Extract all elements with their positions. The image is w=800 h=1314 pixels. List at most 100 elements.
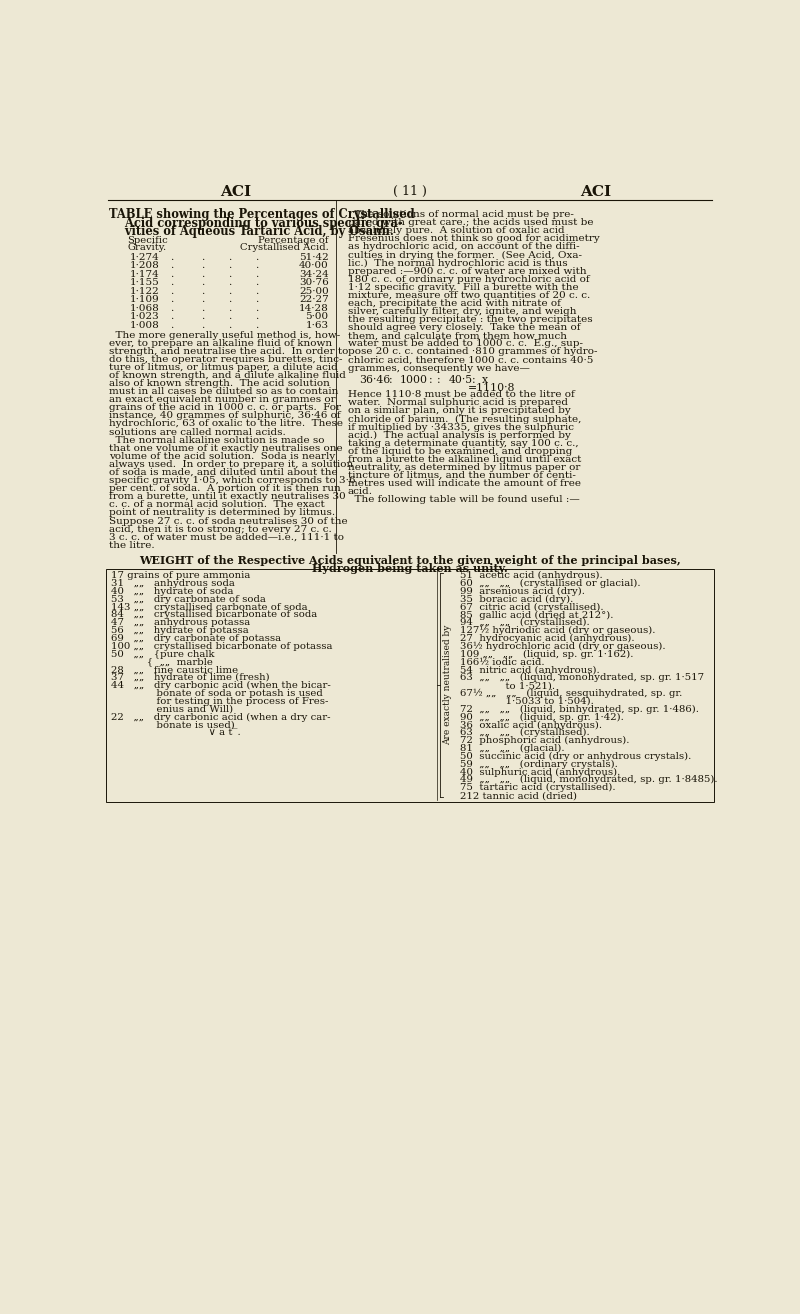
- Text: .: .: [170, 252, 173, 261]
- Text: .: .: [201, 296, 204, 304]
- Text: .: .: [228, 261, 231, 271]
- Text: of soda is made, and diluted until about the: of soda is made, and diluted until about…: [110, 468, 338, 477]
- Text: 40·5: 40·5: [449, 374, 473, 385]
- Text: .: .: [201, 261, 204, 271]
- Text: 1·155: 1·155: [130, 279, 159, 288]
- Text: 81  „„   „„   (glacial).: 81 „„ „„ (glacial).: [460, 744, 565, 753]
- Text: 22·27: 22·27: [299, 296, 329, 304]
- Text: acid.: acid.: [348, 487, 373, 497]
- Text: 53   „„   dry carbonate of soda: 53 „„ dry carbonate of soda: [111, 595, 266, 603]
- Text: on a similar plan, only it is precipitated by: on a similar plan, only it is precipitat…: [348, 406, 570, 415]
- Text: 56   „„   hydrate of potassa: 56 „„ hydrate of potassa: [111, 627, 249, 635]
- Text: .: .: [228, 304, 231, 313]
- Text: pose 20 c. c. contained ·810 grammes of hydro-: pose 20 c. c. contained ·810 grammes of …: [348, 347, 598, 356]
- Text: of the liquid to be examined, and dropping: of the liquid to be examined, and droppi…: [348, 447, 572, 456]
- Text: .: .: [228, 321, 231, 330]
- Text: 1000: 1000: [400, 374, 428, 385]
- Text: strength, and neutralise the acid.  In order to: strength, and neutralise the acid. In or…: [110, 347, 349, 356]
- Text: 1·122: 1·122: [130, 286, 159, 296]
- Text: 60  „„   „„   (crystallised or glacial).: 60 „„ „„ (crystallised or glacial).: [460, 579, 641, 589]
- Text: 1·12 specific gravity.  Fill a burette with the: 1·12 specific gravity. Fill a burette wi…: [348, 283, 578, 292]
- Text: 75  tartaric acid (crystallised).: 75 tartaric acid (crystallised).: [460, 783, 616, 792]
- Text: 36·46: 36·46: [360, 374, 391, 385]
- Text: =1110·8: =1110·8: [468, 384, 516, 393]
- Text: grammes, consequently we have—: grammes, consequently we have—: [348, 364, 530, 373]
- Text: acid.)  The actual analysis is performed by: acid.) The actual analysis is performed …: [348, 431, 571, 440]
- Text: for testing in the process of Fres-: for testing in the process of Fres-: [111, 696, 328, 706]
- Text: grains of the acid in 1000 c. c. or parts.  For: grains of the acid in 1000 c. c. or part…: [110, 403, 342, 413]
- Text: .: .: [228, 279, 231, 288]
- Text: also of known strength.  The acid solution: also of known strength. The acid solutio…: [110, 378, 330, 388]
- Text: 36  oxalic acid (anhydrous).: 36 oxalic acid (anhydrous).: [460, 720, 602, 729]
- Text: .: .: [201, 286, 204, 296]
- Text: 72  „„   „„   (liquid, binhydrated, sp. gr. 1·486).: 72 „„ „„ (liquid, binhydrated, sp. gr. 1…: [460, 704, 699, 714]
- Text: ∨ a t‾.: ∨ a t‾.: [111, 728, 241, 737]
- Text: .: .: [170, 269, 173, 279]
- Text: 47   „„   anhydrous potassa: 47 „„ anhydrous potassa: [111, 619, 250, 627]
- Text: 84   „„   crystallised bicarbonate of soda: 84 „„ crystallised bicarbonate of soda: [111, 611, 317, 619]
- Text: culties in drying the former.  (See Acid, Oxa-: culties in drying the former. (See Acid,…: [348, 251, 582, 260]
- Text: c. c. of a normal acid solution.  The exact: c. c. of a normal acid solution. The exa…: [110, 501, 325, 510]
- Text: ture of litmus, or litmus paper, a dilute acid: ture of litmus, or litmus paper, a dilut…: [110, 363, 338, 372]
- Text: Fresenius does not think so good for acidimetry: Fresenius does not think so good for aci…: [348, 234, 600, 243]
- Text: 40  sulphuric acid (anhydrous).: 40 sulphuric acid (anhydrous).: [460, 767, 621, 777]
- Text: should agree very closely.  Take the mean of: should agree very closely. Take the mean…: [348, 323, 581, 332]
- Text: the litre.: the litre.: [110, 541, 155, 549]
- Text: Are exactly neutralised by: Are exactly neutralised by: [442, 625, 452, 745]
- Text: 166½ iodic acid.: 166½ iodic acid.: [460, 657, 545, 666]
- Text: 1·109: 1·109: [130, 296, 159, 304]
- Text: 44   „„   dry carbonic acid (when the bicar-: 44 „„ dry carbonic acid (when the bicar-: [111, 681, 330, 690]
- Text: an exact equivalent number in grammes or: an exact equivalent number in grammes or: [110, 396, 336, 405]
- Text: 28   „„   fine caustic lime: 28 „„ fine caustic lime: [111, 665, 238, 674]
- Text: from a burette, until it exactly neutralises 30: from a burette, until it exactly neutral…: [110, 493, 346, 501]
- Text: The solutions of normal acid must be pre-: The solutions of normal acid must be pre…: [348, 210, 574, 219]
- Text: .: .: [255, 304, 258, 313]
- Bar: [106, 569, 714, 802]
- Text: 127½ hydriodic acid (dry or gaseous).: 127½ hydriodic acid (dry or gaseous).: [460, 627, 656, 636]
- Text: bonate is used): bonate is used): [111, 720, 234, 729]
- Text: do this, the operator requires burettes, tinc-: do this, the operator requires burettes,…: [110, 355, 343, 364]
- Text: .: .: [255, 261, 258, 271]
- Text: 54  nitric acid (anhydrous).: 54 nitric acid (anhydrous).: [460, 665, 600, 674]
- Text: .: .: [255, 252, 258, 261]
- Text: .: .: [228, 252, 231, 261]
- Text: 14·28: 14·28: [299, 304, 329, 313]
- Text: 50   „„   {pure chalk: 50 „„ {pure chalk: [111, 649, 214, 658]
- Text: 99  arsenious acid (dry).: 99 arsenious acid (dry).: [460, 587, 586, 597]
- Text: 25·00: 25·00: [299, 286, 329, 296]
- Text: mixture, measure off two quantities of 20 c. c.: mixture, measure off two quantities of 2…: [348, 290, 590, 300]
- Text: .: .: [201, 321, 204, 330]
- Text: from a burette the alkaline liquid until exact: from a burette the alkaline liquid until…: [348, 455, 582, 464]
- Text: .: .: [255, 296, 258, 304]
- Text: the resulting precipitate : the two precipitates: the resulting precipitate : the two prec…: [348, 315, 593, 325]
- Text: .: .: [228, 311, 231, 321]
- Text: 67½ „„   „„   (liquid, sesquihydrated, sp. gr.: 67½ „„ „„ (liquid, sesquihydrated, sp. g…: [460, 689, 682, 698]
- Text: if multiplied by ·34335, gives the sulphuric: if multiplied by ·34335, gives the sulph…: [348, 423, 574, 431]
- Text: chloric acid, therefore 1000 c. c. contains 40·5: chloric acid, therefore 1000 c. c. conta…: [348, 356, 594, 364]
- Text: .: .: [201, 252, 204, 261]
- Text: acid, then it is too strong; to every 27 c. c.: acid, then it is too strong; to every 27…: [110, 524, 332, 533]
- Text: chloride of barium.  (The resulting sulphate,: chloride of barium. (The resulting sulph…: [348, 414, 582, 423]
- Text: 1·5033 to 1·504).: 1·5033 to 1·504).: [460, 696, 594, 706]
- Text: Hydrogen being taken as unity.: Hydrogen being taken as unity.: [312, 564, 508, 574]
- Text: bonate of soda or potash is used: bonate of soda or potash is used: [111, 689, 322, 698]
- Text: .: .: [201, 304, 204, 313]
- Text: Crystallised Acid.: Crystallised Acid.: [240, 243, 329, 252]
- Text: pared with great care.; the acids used must be: pared with great care.; the acids used m…: [348, 218, 594, 227]
- Text: 72  phosphoric acid (anhydrous).: 72 phosphoric acid (anhydrous).: [460, 736, 630, 745]
- Text: must in all cases be diluted so as to contain: must in all cases be diluted so as to co…: [110, 388, 338, 396]
- Text: specific gravity 1·05, which corresponds to 3·6: specific gravity 1·05, which corresponds…: [110, 476, 356, 485]
- Text: of known strength, and a dilute alkaline fluid: of known strength, and a dilute alkaline…: [110, 371, 346, 380]
- Text: per cent. of soda.  A portion of it is then run: per cent. of soda. A portion of it is th…: [110, 484, 341, 493]
- Text: ACI: ACI: [220, 185, 251, 198]
- Text: prepared :—900 c. c. of water are mixed with: prepared :—900 c. c. of water are mixed …: [348, 267, 586, 276]
- Text: 37   „„   hydrate of lime (fresh): 37 „„ hydrate of lime (fresh): [111, 673, 270, 682]
- Text: 94  „„   „„   (crystallised).: 94 „„ „„ (crystallised).: [460, 619, 590, 627]
- Text: 50  succinic acid (dry or anhydrous crystals).: 50 succinic acid (dry or anhydrous cryst…: [460, 752, 692, 761]
- Text: 31   „„   anhydrous soda: 31 „„ anhydrous soda: [111, 579, 234, 589]
- Text: 1·174: 1·174: [130, 269, 159, 279]
- Text: 109 „„   „„   (liquid, sp. gr. 1·162).: 109 „„ „„ (liquid, sp. gr. 1·162).: [460, 649, 634, 658]
- Text: 49  „„   „„   (liquid, monohydrated, sp. gr. 1·8485).: 49 „„ „„ (liquid, monohydrated, sp. gr. …: [460, 775, 718, 784]
- Text: 40   „„   hydrate of soda: 40 „„ hydrate of soda: [111, 587, 234, 595]
- Text: 3 c. c. of water must be added—i.e., 111·1 to: 3 c. c. of water must be added—i.e., 111…: [110, 532, 344, 541]
